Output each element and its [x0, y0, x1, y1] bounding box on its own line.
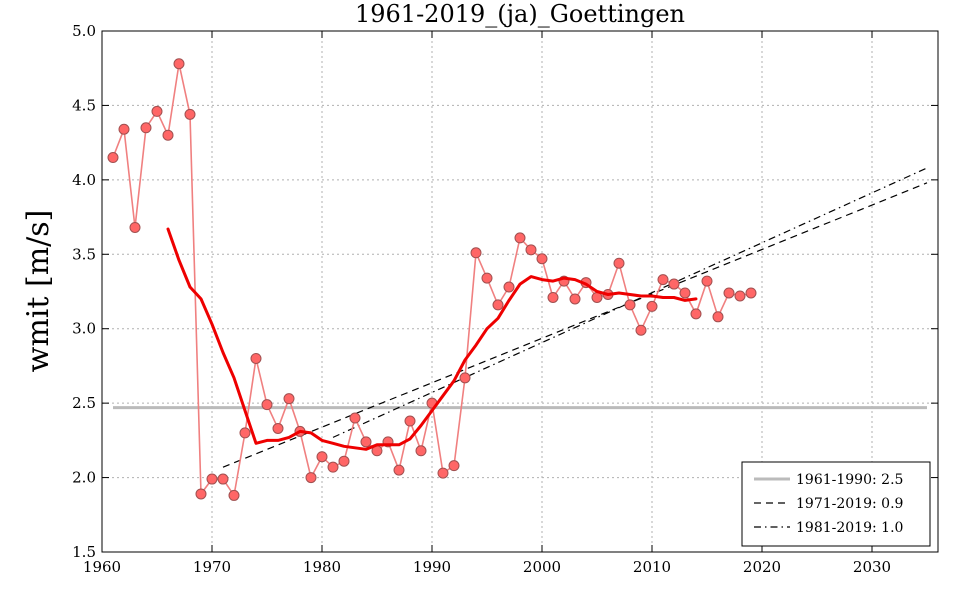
data-point: [547, 291, 559, 303]
data-point: [349, 412, 361, 424]
legend-reference-label: 1961-1990: 2.5: [796, 472, 903, 488]
data-point: [635, 324, 647, 336]
data-point: [393, 464, 405, 476]
x-tick-label: 1980: [303, 558, 341, 576]
y-tick-label: 4.0: [72, 171, 96, 189]
data-point: [415, 445, 427, 457]
x-tick-label: 2030: [853, 558, 891, 576]
x-tick-label: 2000: [523, 558, 561, 576]
y-tick-label: 3.5: [72, 245, 96, 263]
data-point: [316, 451, 328, 463]
data-point: [206, 473, 218, 485]
data-point: [228, 489, 240, 501]
data-point: [107, 152, 119, 164]
data-point: [118, 123, 130, 135]
data-point: [723, 287, 735, 299]
y-axis-label: wmit [m/s]: [21, 210, 56, 373]
data-point: [151, 105, 163, 117]
data-point: [195, 488, 207, 500]
data-point: [261, 399, 273, 411]
y-tick-label: 2.0: [72, 469, 96, 487]
data-point: [734, 290, 746, 302]
smoothed-series-line: [166, 227, 698, 451]
data-point: [272, 422, 284, 434]
data-point: [503, 281, 515, 293]
data-point: [613, 257, 625, 269]
data-point: [481, 272, 493, 284]
data-point: [459, 372, 471, 384]
chart-title: 1961-2019_(ja)_Goettingen: [355, 0, 685, 28]
data-point: [657, 274, 669, 286]
data-point: [327, 461, 339, 473]
data-point: [470, 247, 482, 259]
data-point: [668, 278, 680, 290]
data-point: [217, 473, 229, 485]
data-point: [624, 299, 636, 311]
legend-trend2-label: 1981-2019: 1.0: [796, 520, 903, 536]
data-point: [690, 308, 702, 320]
data-point: [525, 244, 537, 256]
data-point: [404, 415, 416, 427]
trend-line-1971: [222, 182, 928, 468]
y-tick-label: 5.0: [72, 22, 96, 40]
data-point: [173, 58, 185, 70]
data-point: [338, 455, 350, 467]
smooth-layer: [166, 227, 698, 451]
data-point: [448, 460, 460, 472]
data-point: [701, 275, 713, 287]
data-point: [712, 311, 724, 323]
data-point: [140, 122, 152, 134]
data-point: [492, 299, 504, 311]
data-point: [129, 221, 141, 233]
x-tick-label: 1960: [83, 558, 121, 576]
data-point: [239, 427, 251, 439]
y-tick-label: 1.5: [72, 543, 96, 561]
legend-box: [741, 461, 931, 547]
x-tick-label: 2010: [633, 558, 671, 576]
legend-trend1-label: 1971-2019: 0.9: [796, 496, 903, 512]
y-tick-label: 3.0: [72, 320, 96, 338]
legend: 1961-1990: 2.5 1971-2019: 0.9 1981-2019:…: [741, 461, 931, 547]
ticks: 1960 1970 1980 1990 2000 2010 2020 2030 1.5 2.0 2.…: [72, 22, 938, 576]
y-tick-label: 4.5: [72, 96, 96, 114]
x-tick-label: 1990: [413, 558, 451, 576]
data-point: [283, 393, 295, 405]
data-point: [679, 287, 691, 299]
plot-frame: [101, 30, 939, 553]
data-point: [360, 436, 372, 448]
data-point: [305, 472, 317, 484]
trend-layer: [222, 167, 928, 468]
y-tick-label: 2.5: [72, 394, 96, 412]
data-point: [646, 300, 658, 312]
data-point: [569, 293, 581, 305]
data-point: [250, 352, 262, 364]
x-tick-label: 1970: [193, 558, 231, 576]
x-tick-label: 2020: [743, 558, 781, 576]
data-point: [536, 253, 548, 265]
data-layer: [107, 58, 757, 501]
data-point: [162, 129, 174, 141]
data-point: [745, 287, 757, 299]
data-point: [514, 232, 526, 244]
data-point: [437, 467, 449, 479]
data-point: [184, 108, 196, 120]
